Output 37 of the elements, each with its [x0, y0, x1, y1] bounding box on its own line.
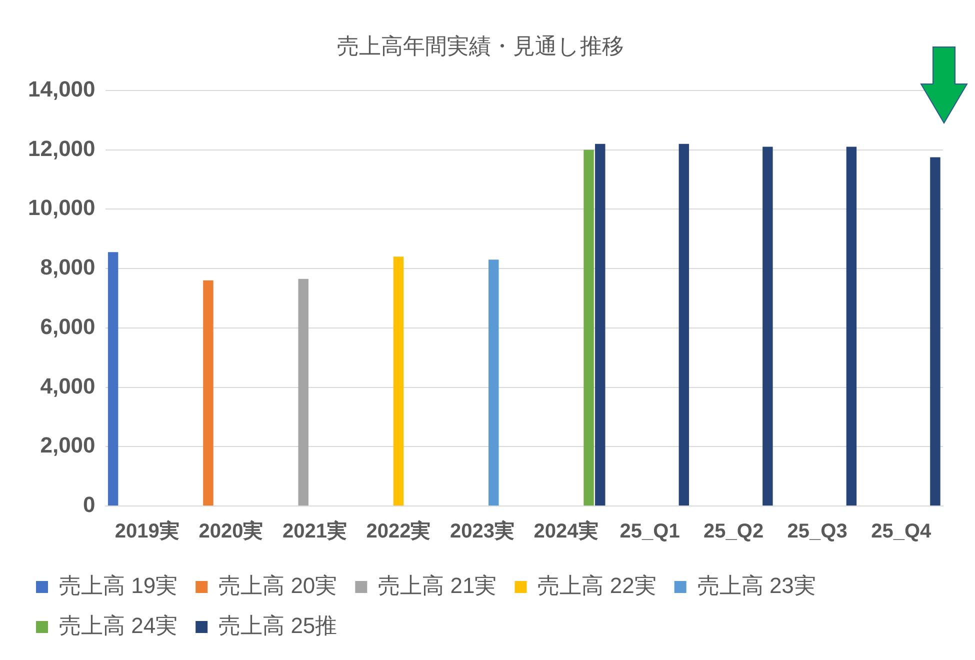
x-tick-label: 25_Q2: [704, 520, 764, 543]
y-tick-label: 0: [83, 492, 96, 518]
bar: [298, 278, 308, 506]
bar: [108, 252, 118, 506]
x-tick-label: 25_Q1: [620, 520, 680, 543]
bar: [584, 150, 594, 506]
legend-label: 売上高 23実: [697, 573, 816, 598]
y-tick-label: 12,000: [28, 136, 96, 161]
x-tick-label: 25_Q3: [787, 520, 848, 543]
y-tick-label: 4,000: [40, 373, 96, 398]
legend-label: 売上高 19実: [59, 573, 178, 598]
legend-label: 売上高 25推: [218, 613, 338, 638]
y-tick-label: 2,000: [40, 432, 96, 458]
x-tick-label: 2019実: [114, 520, 180, 543]
legend-label: 売上高 24実: [59, 613, 178, 638]
legend-label: 売上高 20実: [218, 573, 338, 598]
bar: [678, 144, 690, 506]
y-tick-label: 6,000: [40, 314, 96, 339]
chart-title: 売上高年間実績・見通し推移: [337, 33, 624, 58]
x-tick-label: 2022実: [366, 520, 431, 543]
bar: [393, 256, 404, 506]
x-tick-label: 25_Q4: [871, 520, 932, 543]
bar: [762, 146, 773, 506]
legend-label: 売上高 21実: [378, 573, 497, 598]
bar: [203, 280, 214, 506]
x-tick-label: 2020実: [198, 520, 264, 543]
bar: [930, 157, 940, 506]
x-tick-label: 2024実: [534, 520, 598, 543]
x-tick-label: 2023実: [450, 520, 515, 543]
bar: [595, 144, 606, 506]
bar: [846, 146, 857, 506]
x-tick-label: 2021実: [282, 520, 347, 543]
y-tick-label: 10,000: [28, 195, 96, 220]
legend-label: 売上高 22実: [538, 573, 656, 598]
y-tick-label: 8,000: [40, 254, 96, 280]
bar: [488, 260, 499, 506]
y-tick-label: 14,000: [28, 76, 96, 102]
